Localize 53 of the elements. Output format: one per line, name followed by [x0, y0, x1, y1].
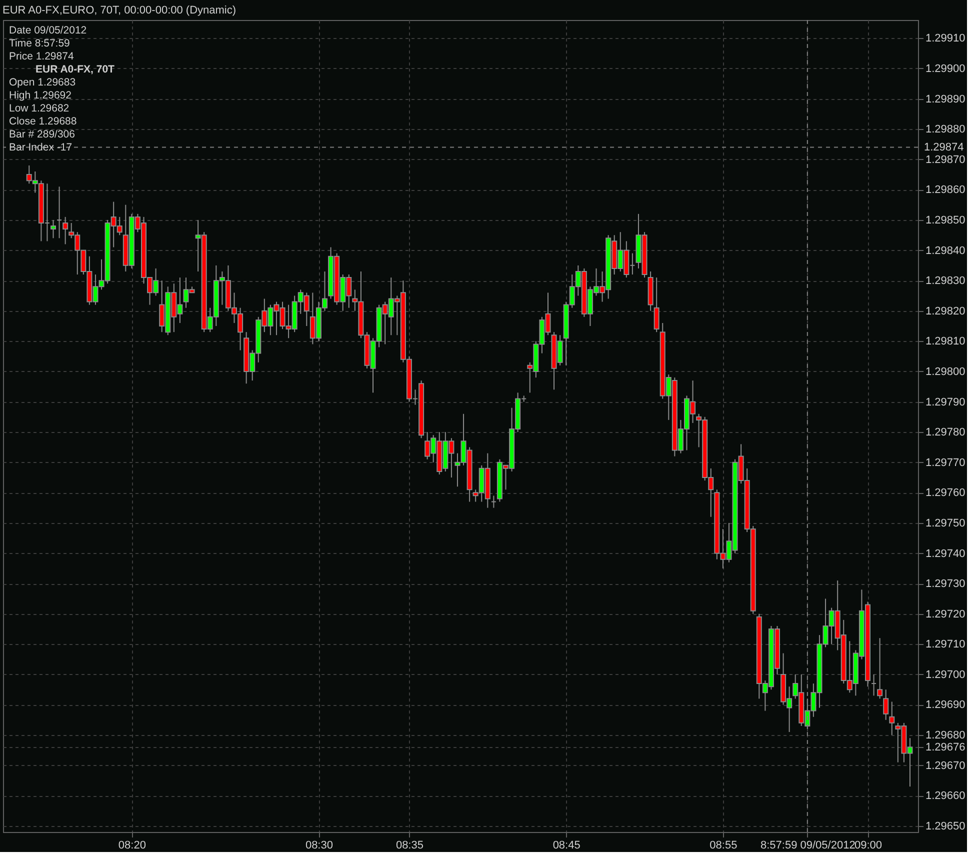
y-tick-label: 1.29650 — [926, 820, 966, 832]
annotation: Bar Index -17 — [9, 142, 72, 154]
y-tick-label: 1.29680 — [926, 730, 966, 742]
y-tick-label: 1.29750 — [926, 517, 966, 530]
y-tick-label: 1.29870 — [926, 154, 966, 166]
annotation: Close 1.29688 — [9, 116, 77, 128]
y-tick-label: 1.29730 — [926, 578, 966, 590]
y-tick-label: 1.29810 — [926, 336, 966, 348]
annotation: Open 1.29683 — [9, 76, 76, 88]
y-tick-label: 1.29850 — [926, 214, 966, 226]
y-tick-label: 1.29800 — [926, 366, 966, 378]
y-tick-label: 1.29880 — [926, 124, 966, 136]
y-tick-label: 1.29890 — [926, 93, 966, 106]
chart-title: EUR A0-FX,EURO, 70T, 00:00-00:00 (Dynamic) — [2, 4, 236, 16]
y-tick-label: 1.29670 — [926, 760, 966, 772]
annotation: High 1.29692 — [9, 90, 72, 102]
x-tick-label: 09:00 — [854, 840, 882, 852]
x-tick-label: 08:20 — [118, 840, 146, 852]
candlestick — [877, 638, 883, 700]
y-tick-label: 1.29720 — [926, 608, 966, 620]
y-tick-label: 1.29830 — [926, 275, 966, 288]
ref-line-label: 1.29874 — [924, 141, 964, 154]
x-tick-label: 08:55 — [710, 840, 738, 852]
y-tick-label: 1.29910 — [926, 32, 966, 45]
candlestick — [654, 277, 660, 333]
y-tick-label: 1.29700 — [926, 668, 966, 681]
candlestick — [62, 216, 68, 245]
y-tick-label: 1.29676 — [926, 742, 966, 754]
candlestick — [883, 689, 889, 720]
y-tick-label: 1.29790 — [926, 396, 966, 408]
x-tick-label: 08:45 — [552, 840, 580, 852]
candlestick — [889, 701, 895, 736]
y-tick-label: 1.29780 — [926, 426, 966, 439]
y-tick-label: 1.29760 — [926, 487, 966, 500]
annotation: EUR A0-FX, 70T — [36, 64, 116, 76]
y-tick-label: 1.29860 — [926, 184, 966, 196]
y-tick-label: 1.29900 — [926, 62, 966, 75]
x-tick-label: 08:30 — [305, 840, 333, 852]
y-tick-label: 1.29710 — [926, 638, 966, 651]
y-tick-label: 1.29690 — [926, 699, 966, 712]
annotation: Price 1.29874 — [9, 50, 74, 62]
y-tick-label: 1.29660 — [926, 790, 966, 802]
annotation: Date 09/05/2012 — [9, 24, 87, 36]
annotation: Bar # 289/306 — [9, 128, 76, 140]
x-tick-label: 8:57:59 09/05/2012 — [760, 840, 856, 852]
x-tick-label: 08:35 — [396, 840, 424, 852]
annotation: Time 8:57:59 — [9, 38, 70, 50]
y-tick-label: 1.29840 — [926, 244, 966, 257]
annotation: Low 1.29682 — [9, 102, 70, 114]
y-tick-label: 1.29820 — [926, 305, 966, 318]
candlestick — [50, 219, 56, 239]
y-tick-label: 1.29740 — [926, 548, 966, 560]
y-tick-label: 1.29770 — [926, 456, 966, 469]
